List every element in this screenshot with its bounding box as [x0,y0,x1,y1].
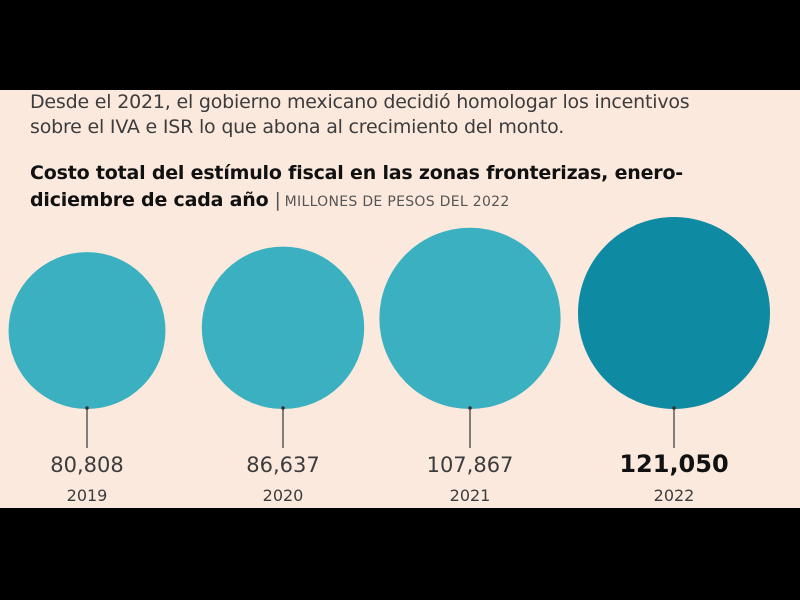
year-label: 2019 [67,486,108,505]
connector-dot [468,406,472,410]
intro-line-1: Desde el 2021, el gobierno mexicano deci… [30,91,690,113]
value-label: 107,867 [427,453,514,477]
intro-line-2: sobre el IVA e ISR lo que abona al creci… [30,116,565,138]
bubble-2022 [578,217,770,409]
infographic-panel: Desde el 2021, el gobierno mexicano deci… [0,90,800,508]
connector-dot [672,406,676,410]
bubble-2020 [201,246,365,409]
units-label: MILLONES DE PESOS DEL 2022 [284,194,510,210]
bubble-chart: 80,808 2019 86,637 2020 107,867 2021 121,050 20… [8,217,770,505]
title-line-2: diciembre de cada año [30,189,269,211]
intro-text: Desde el 2021, el gobierno mexicano deci… [30,90,790,140]
title-line-2-wrap: diciembre de cada año | MILLONES DE PESOS … [30,187,790,216]
chart-title: Costo total del estímulo fiscal en las z… [30,160,790,216]
title-separator: | [274,189,281,211]
value-label: 80,808 [50,453,123,477]
title-line-1: Costo total del estímulo fiscal en las z… [30,162,683,184]
bubble-2021 [379,227,561,409]
value-label: 121,050 [619,450,728,478]
year-label: 2021 [450,486,491,505]
connector-dot [85,406,89,410]
year-label: 2022 [654,486,695,505]
value-label: 86,637 [246,453,319,477]
connector-dot [281,406,285,410]
bubble-2019 [8,252,166,409]
year-label: 2020 [263,486,304,505]
